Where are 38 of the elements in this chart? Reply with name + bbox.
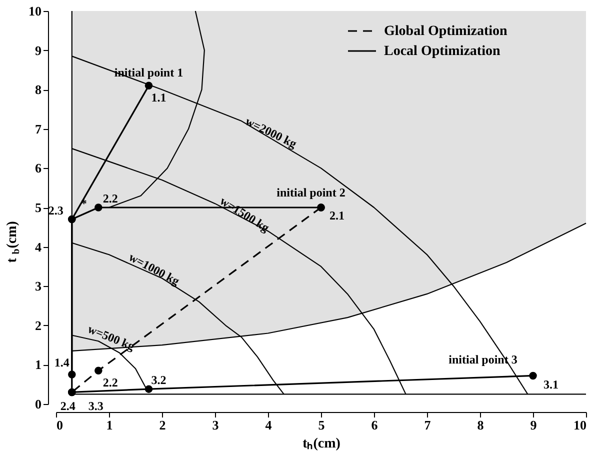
- y-tick-label: 8: [35, 82, 42, 98]
- annotation: 2.2: [102, 376, 118, 390]
- y-tick-label: 3: [35, 278, 42, 294]
- x-tick-label: 8: [477, 418, 484, 432]
- legend-label: Global Optimization: [384, 24, 508, 39]
- annotation: 1.4: [54, 356, 70, 370]
- x-tick-label: 2: [159, 418, 166, 432]
- annotation: 2.1: [330, 208, 344, 222]
- annotation: 3.3: [88, 399, 104, 414]
- x-tick-label: 9: [530, 418, 538, 432]
- y-axis-title: tb(cm): [5, 220, 22, 263]
- y-tick-label: 9: [35, 42, 42, 58]
- x-tick-label: 6: [371, 418, 378, 432]
- y-tick-label: 10: [28, 4, 42, 18]
- y-tick-label: 0: [35, 396, 42, 412]
- annotation: 2.3: [48, 203, 64, 218]
- x-tick-label: 1: [106, 418, 113, 432]
- legend-label: Local Optimization: [384, 44, 500, 59]
- y-tick-label: 1: [35, 357, 42, 372]
- annotation: initial point 2: [276, 186, 346, 200]
- x-tick-label: 0: [56, 418, 63, 432]
- y-tick-label: 6: [35, 160, 42, 176]
- y-tick-label: 2: [35, 318, 42, 333]
- annotation: 2.4: [60, 399, 76, 414]
- x-tick-label: 4: [265, 418, 272, 432]
- annotation: 3.2: [151, 373, 166, 388]
- y-tick-label: 5: [35, 200, 42, 215]
- x-axis-title: tₕ(cm): [302, 436, 341, 452]
- y-tick-label: 4: [35, 239, 42, 254]
- x-tick-label: 3: [212, 418, 220, 432]
- x-tick-label: 5: [318, 418, 326, 432]
- annotation: 3.1: [544, 378, 558, 392]
- annotation: 2.2: [102, 192, 118, 206]
- annotation: 1.1: [151, 90, 166, 105]
- x-tick-label: 10: [574, 418, 586, 432]
- annotation: initial point 1: [114, 66, 184, 80]
- x-tick-label: 7: [424, 418, 432, 432]
- y-tick-label: 7: [35, 121, 42, 136]
